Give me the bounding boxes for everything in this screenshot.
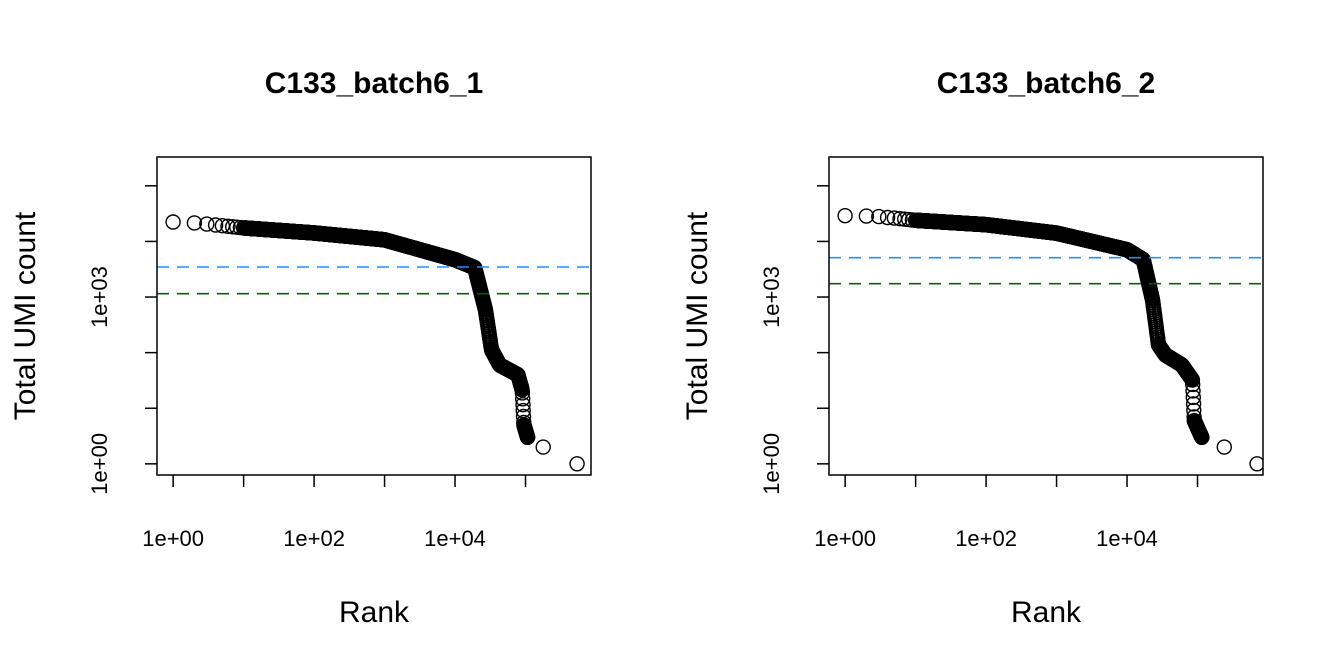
data-point <box>892 210 908 227</box>
data-point <box>879 209 896 226</box>
y-axis-label: Total UMI count <box>9 211 42 420</box>
data-point <box>837 207 853 224</box>
x-tick-label: 1e+02 <box>283 526 345 551</box>
data-point <box>1249 456 1263 472</box>
data-point <box>199 216 215 232</box>
data-point <box>1185 389 1202 406</box>
data-point <box>1216 439 1233 455</box>
x-tick-label: 1e+00 <box>814 526 876 551</box>
data-point <box>519 429 536 445</box>
data-point <box>858 208 875 224</box>
x-tick-label: 1e+04 <box>424 526 486 551</box>
data-point <box>207 217 224 233</box>
data-point <box>1184 376 1201 393</box>
data-point <box>186 215 203 231</box>
chart-title: C133_batch6_1 <box>265 67 483 100</box>
panel-1: C133_batch6_1 Rank Total UMI count 1e+00 1e+… <box>9 67 592 629</box>
points <box>837 207 1263 472</box>
y-tick-label: 1e+03 <box>759 266 784 328</box>
data-point <box>1184 372 1201 388</box>
data-point <box>165 214 181 230</box>
y-axis-label: Total UMI count <box>681 211 714 420</box>
x-tick-label: 1e+02 <box>955 526 1017 551</box>
data-point <box>871 208 887 225</box>
plot-box <box>828 156 1264 476</box>
data-point <box>514 385 531 401</box>
x-tick-label: 1e+04 <box>1096 526 1158 551</box>
data-point <box>515 391 531 407</box>
data-point <box>535 439 551 455</box>
data-point <box>515 397 531 413</box>
data-point <box>1185 383 1201 399</box>
y-tick-label: 1e+03 <box>87 266 112 328</box>
x-axis-label: Rank <box>1011 596 1082 629</box>
x-tick-label: 1e+00 <box>142 526 204 551</box>
data-point <box>1185 396 1202 412</box>
panel-2: C133_batch6_2 Rank Total UMI count 1e+00 1e+… <box>681 67 1264 629</box>
chart-title: C133_batch6_2 <box>937 67 1155 100</box>
data-point <box>1194 429 1210 445</box>
y-tick-label: 1e+00 <box>759 433 784 495</box>
data-point <box>569 456 585 472</box>
data-point <box>220 218 236 235</box>
y-tick-label: 1e+00 <box>87 433 112 495</box>
x-axis-label: Rank <box>339 596 410 629</box>
plot-box <box>156 156 592 476</box>
points <box>165 214 585 472</box>
